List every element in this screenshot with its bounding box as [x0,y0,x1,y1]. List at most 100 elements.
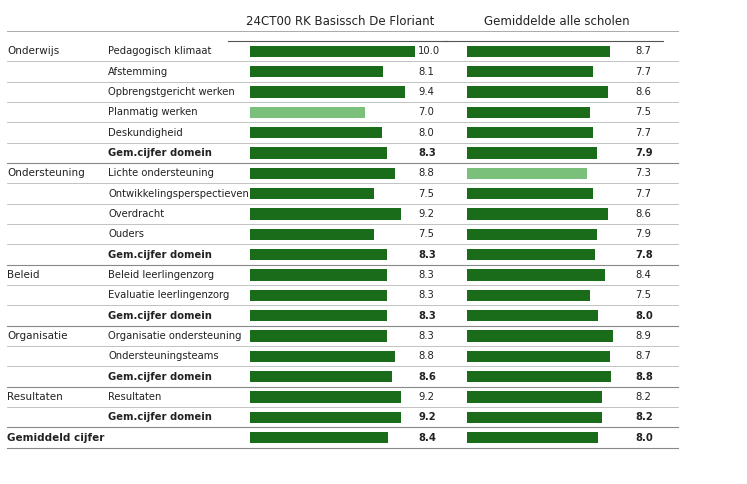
Text: 9.4: 9.4 [418,87,434,97]
Bar [250,289,387,301]
Text: 7.7: 7.7 [635,67,651,76]
Text: 8.6: 8.6 [418,372,436,381]
Text: 8.7: 8.7 [635,46,651,56]
Text: 8.4: 8.4 [635,270,651,280]
Text: 7.5: 7.5 [418,189,434,198]
Text: 9.2: 9.2 [418,412,436,422]
Bar [467,350,610,362]
Text: Gem.cijfer domein: Gem.cijfer domein [108,250,212,259]
Bar [250,66,383,77]
Text: Overdracht: Overdracht [108,209,164,219]
Text: Deskundigheid: Deskundigheid [108,128,183,137]
Text: Lichte ondersteuning: Lichte ondersteuning [108,168,214,178]
Bar [467,127,593,138]
Text: Planmatig werken: Planmatig werken [108,107,198,117]
Text: Onderwijs: Onderwijs [7,46,60,56]
Text: 8.3: 8.3 [418,331,434,341]
Bar [250,228,374,240]
Bar [467,167,587,179]
Bar [467,106,590,118]
Text: Pedagogisch klimaat: Pedagogisch klimaat [108,46,211,56]
Text: 7.9: 7.9 [635,229,651,239]
Text: 8.8: 8.8 [418,351,434,361]
Text: 8.8: 8.8 [418,168,434,178]
Bar [250,391,401,403]
Text: Organisatie ondersteuning: Organisatie ondersteuning [108,331,242,341]
Bar [250,167,395,179]
Bar [467,228,597,240]
Bar [467,45,610,57]
Text: 7.7: 7.7 [635,189,651,198]
Text: 8.1: 8.1 [418,67,434,76]
Bar [467,269,605,281]
Text: Gemiddelde alle scholen: Gemiddelde alle scholen [484,15,629,28]
Text: 9.2: 9.2 [418,392,434,402]
Bar [467,310,598,321]
Text: 7.8: 7.8 [635,250,653,259]
Bar [250,86,405,98]
Text: 8.0: 8.0 [635,433,653,442]
Text: 8.8: 8.8 [635,372,653,381]
Text: 7.7: 7.7 [635,128,651,137]
Text: 8.0: 8.0 [418,128,434,137]
Bar [467,330,613,342]
Text: Gem.cijfer domein: Gem.cijfer domein [108,311,212,320]
Text: 7.5: 7.5 [635,107,651,117]
Text: Gem.cijfer domein: Gem.cijfer domein [108,148,212,158]
Bar [250,432,388,443]
Bar [250,188,374,199]
Text: 10.0: 10.0 [418,46,441,56]
Text: 7.3: 7.3 [635,168,651,178]
Bar [250,371,391,382]
Bar [467,147,597,159]
Text: Ondersteuningsteams: Ondersteuningsteams [108,351,219,361]
Bar [467,208,608,220]
Text: 7.0: 7.0 [418,107,434,117]
Text: 8.0: 8.0 [635,311,653,320]
Text: 8.6: 8.6 [635,87,651,97]
Text: 7.9: 7.9 [635,148,653,158]
Bar [467,391,601,403]
Text: 8.3: 8.3 [418,290,434,300]
Text: 9.2: 9.2 [418,209,434,219]
Text: Ouders: Ouders [108,229,144,239]
Text: Afstemming: Afstemming [108,67,169,76]
Bar [250,208,401,220]
Bar [250,350,395,362]
Text: Ontwikkelingsperspectieven: Ontwikkelingsperspectieven [108,189,249,198]
Bar [467,411,601,423]
Bar [250,249,387,260]
Text: 7.5: 7.5 [635,290,651,300]
Text: Gemiddeld cijfer: Gemiddeld cijfer [7,433,105,442]
Bar [250,127,382,138]
Bar [250,106,365,118]
Text: 8.9: 8.9 [635,331,651,341]
Text: Organisatie: Organisatie [7,331,68,341]
Text: 8.2: 8.2 [635,392,651,402]
Text: 8.3: 8.3 [418,311,436,320]
Text: Resultaten: Resultaten [108,392,161,402]
Text: 8.2: 8.2 [635,412,653,422]
Bar [467,188,593,199]
Text: 8.3: 8.3 [418,270,434,280]
Text: 8.3: 8.3 [418,148,436,158]
Bar [250,411,401,423]
Bar [467,249,595,260]
Bar [250,147,387,159]
Text: Gem.cijfer domein: Gem.cijfer domein [108,412,212,422]
Bar [467,432,598,443]
Bar [250,310,387,321]
Bar [467,289,590,301]
Text: Beleid leerlingenzorg: Beleid leerlingenzorg [108,270,214,280]
Text: 8.4: 8.4 [418,433,436,442]
Text: 8.3: 8.3 [418,250,436,259]
Text: 8.7: 8.7 [635,351,651,361]
Text: Gem.cijfer domein: Gem.cijfer domein [108,372,212,381]
Text: Resultaten: Resultaten [7,392,63,402]
Bar [467,371,612,382]
Text: 24CT00 RK Basissch De Floriant: 24CT00 RK Basissch De Floriant [246,15,434,28]
Text: Beleid: Beleid [7,270,40,280]
Text: Evaluatie leerlingenzorg: Evaluatie leerlingenzorg [108,290,229,300]
Bar [250,269,387,281]
Bar [250,45,415,57]
